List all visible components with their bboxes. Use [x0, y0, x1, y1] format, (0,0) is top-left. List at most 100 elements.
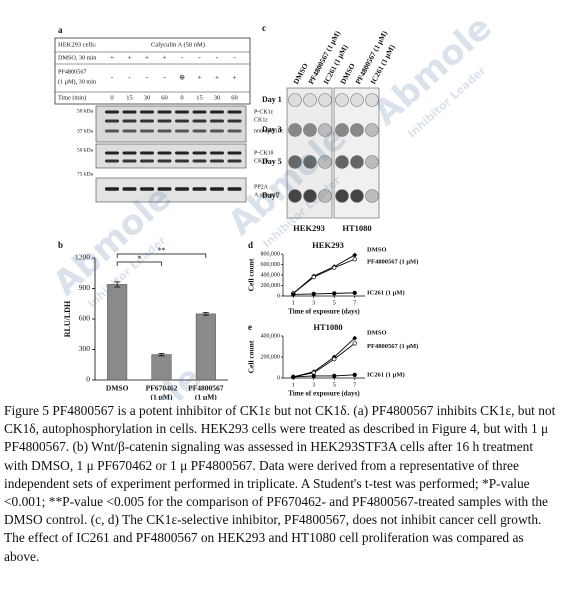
- y-axis-label: Cell count: [247, 258, 256, 291]
- y-axis-label: RLU/LDH: [63, 300, 72, 337]
- cell-line-label: HT1080: [342, 223, 371, 233]
- band: [227, 187, 242, 191]
- y-axis-label: Cell count: [247, 340, 256, 373]
- cell-symbol: +: [110, 54, 114, 62]
- error-bar: [158, 352, 165, 357]
- chart-title: HT1080: [313, 322, 342, 332]
- band: [175, 110, 189, 114]
- x-axis-label: Time of exposure (days): [288, 308, 360, 316]
- point: [332, 356, 337, 362]
- x-tick-label: 1: [292, 381, 295, 388]
- y-tick-label: 1200: [75, 253, 90, 262]
- x-tick-label: PF670462: [146, 384, 178, 393]
- day-label: Day7: [262, 191, 280, 200]
- well: [350, 189, 364, 203]
- band: [227, 151, 242, 155]
- label: a: [58, 25, 63, 35]
- band: [175, 187, 189, 191]
- time-value: 15: [126, 94, 133, 101]
- band: [192, 187, 207, 191]
- band: [122, 159, 137, 163]
- well: [365, 189, 379, 203]
- point: [352, 335, 358, 341]
- cell-symbol: +: [198, 74, 202, 82]
- band: [122, 187, 137, 191]
- y-tick-label: 400,000: [261, 272, 281, 278]
- well: [288, 93, 302, 107]
- band: [140, 129, 154, 133]
- band: [140, 119, 154, 123]
- panel-label: d: [248, 240, 253, 250]
- well: [365, 93, 379, 107]
- treatment-table: [54, 37, 251, 105]
- point: [291, 374, 296, 380]
- point: [352, 341, 357, 346]
- time-value: 0: [110, 94, 113, 101]
- x-tick-label: PF4800567: [188, 384, 224, 393]
- cell-symbol: -: [146, 74, 149, 82]
- band: [122, 110, 137, 114]
- band: [105, 110, 119, 114]
- legend-label: DMSO: [367, 247, 387, 254]
- well: [288, 189, 302, 203]
- band-label: P-CK1ε: [254, 109, 274, 115]
- band: [105, 151, 119, 155]
- point: [352, 290, 357, 296]
- time-value: 60: [161, 94, 168, 101]
- cell-symbol: +: [215, 74, 219, 82]
- band: [192, 119, 207, 123]
- series-line: [292, 254, 355, 294]
- well: [335, 123, 349, 137]
- band: [175, 129, 189, 133]
- y-tick-label: 800,000: [261, 251, 281, 257]
- point: [332, 291, 337, 296]
- band: [227, 129, 242, 133]
- x-tick-label: DMSO: [106, 384, 129, 393]
- point: [352, 252, 358, 258]
- time-value: 15: [196, 94, 203, 101]
- significance-mark: *: [137, 254, 141, 263]
- band-label: CK1ε: [254, 117, 268, 123]
- band-label: P-CK1δ: [254, 150, 274, 156]
- well: [365, 123, 379, 137]
- band: [175, 151, 189, 155]
- mw-label: 75 kDa: [77, 171, 94, 177]
- day-label: Day 3: [262, 125, 282, 134]
- figure: a HEK293 cells: Calyculin A (50 nM) DMSO, 3…: [46, 8, 500, 581]
- time-value: 60: [231, 94, 238, 101]
- y-tick-label: 400,000: [261, 333, 281, 339]
- band: [157, 187, 172, 191]
- y-tick-label: 200,000: [261, 354, 281, 360]
- cell-symbol: ⊕: [179, 74, 185, 82]
- x-tick-label: 3: [312, 299, 315, 306]
- well: [303, 155, 317, 169]
- x-tick-label: 7: [353, 381, 357, 388]
- well: [350, 123, 364, 137]
- band: [140, 187, 154, 191]
- time-label: Time (min): [58, 94, 86, 101]
- y-tick-label: 200,000: [261, 283, 281, 289]
- x-tick-label: 3: [312, 381, 315, 388]
- band: [210, 187, 224, 191]
- well: [318, 155, 332, 169]
- error-bar: [202, 312, 209, 316]
- band: [210, 151, 224, 155]
- point: [352, 257, 357, 262]
- series-line: [293, 337, 356, 378]
- y-tick-label: 0: [277, 375, 280, 381]
- x-tick-label: 5: [333, 299, 336, 306]
- band: [210, 110, 224, 114]
- day-label: Day 1: [262, 95, 282, 104]
- blot-bands: [105, 110, 242, 191]
- bar: [107, 284, 128, 381]
- band: [140, 159, 154, 163]
- row-label: PF4800567: [58, 68, 87, 75]
- well: [335, 93, 349, 107]
- well: [303, 93, 317, 107]
- cell-symbol: -: [163, 74, 166, 82]
- y-tick-label: 600: [79, 314, 91, 323]
- legend-label: DMSO: [367, 330, 387, 337]
- series-line: [293, 342, 356, 378]
- y-tick-label: 0: [86, 375, 90, 384]
- band: [105, 119, 119, 123]
